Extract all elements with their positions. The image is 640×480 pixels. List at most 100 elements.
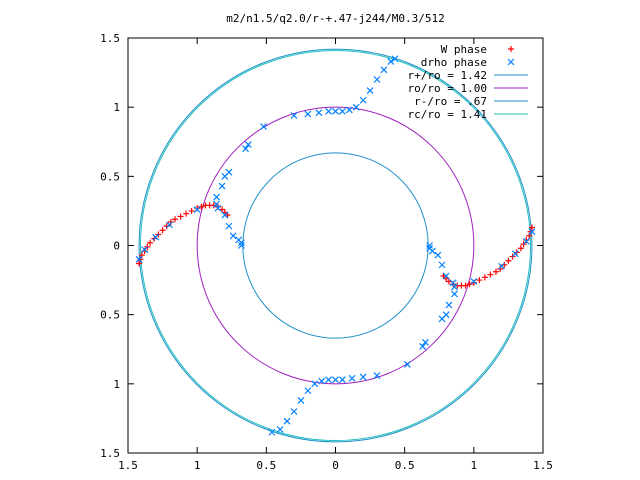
data-point [159,227,166,234]
data-point [492,268,499,275]
data-point [380,66,388,74]
data-point [166,221,173,229]
data-point [172,216,179,223]
series-drho-phase [135,55,536,436]
data-point [147,239,154,246]
x-tick-label: 1.5 [118,459,138,472]
data-point [438,315,446,323]
data-point [311,380,319,388]
data-point [421,338,429,346]
data-point [359,96,367,104]
data-point [214,204,222,212]
data-point [387,58,395,65]
data-point [135,255,143,263]
data-point [276,426,284,433]
data-point [304,110,312,118]
y-tick-label: 0.5 [100,170,120,183]
data-point [229,232,237,240]
x-tick-label: 1 [471,459,478,472]
chart-title: m2/n1.5/q2.0/r-+.47-j244/M0.3/512 [226,12,445,25]
data-point [373,372,381,379]
data-point [242,145,250,153]
x-tick-label: 0.5 [256,459,276,472]
data-point [136,260,143,267]
data-point [426,244,433,252]
data-point [238,239,245,247]
data-point [366,87,374,94]
data-point [183,210,190,217]
data-point [225,222,233,230]
data-point [290,408,298,415]
data-point [517,245,524,252]
legend-marker [508,46,514,52]
data-point [338,376,346,384]
data-point [304,387,312,395]
data-point [481,274,488,281]
data-point [442,272,450,280]
data-point [338,107,346,115]
data-point [332,107,339,115]
legend-label: r+/ro = 1.42 [408,69,487,82]
data-point [487,271,494,278]
x-tick-label: 0.5 [395,459,415,472]
data-point [434,251,442,259]
legend-marker [507,58,515,66]
data-point [522,237,530,245]
data-point [325,376,333,384]
data-point [332,376,339,384]
data-point [348,374,356,382]
data-point [419,343,427,350]
data-point [325,107,333,115]
x-tick-label: 1 [194,459,201,472]
data-point [352,103,360,111]
data-point [177,213,184,220]
data-point [476,277,483,284]
legend-label: r-/ro = .67 [414,95,487,108]
data-point [505,257,512,264]
data-point [221,211,229,219]
data-point [315,109,323,117]
circle-r-ro [242,152,429,339]
legend-label: rc/ro = 1.41 [408,108,487,121]
data-point [213,193,220,201]
axis-ticks: 1.5 1 0.5 0 0.5 1 1.51.510.500.511.5 [100,32,553,472]
data-point [268,428,276,436]
data-point [318,377,326,385]
y-tick-label: 1 [113,101,120,114]
data-point [345,106,353,114]
data-point [451,290,458,298]
data-point [213,200,220,208]
data-point [528,228,536,236]
data-point [438,261,446,269]
data-point [359,373,367,381]
data-point [218,182,226,190]
data-series [135,55,536,436]
data-point [470,278,478,285]
data-point [449,279,457,287]
data-point [391,55,399,63]
circle-r-ro [138,48,533,443]
legend-label: drho phase [421,56,487,69]
data-point [290,112,298,119]
y-tick-label: 0.5 [100,309,120,322]
data-point [193,206,201,213]
data-point [238,242,245,249]
data-point [451,283,458,291]
legend-label: W phase [441,43,487,56]
data-point [260,123,267,130]
data-point [373,76,381,83]
data-point [511,250,519,258]
data-point [152,233,160,241]
data-point [297,397,305,404]
data-point [188,207,195,214]
circle-rc-ro [139,49,532,442]
x-tick-label: 1.5 [533,459,553,472]
x-tick-label: 0 [332,459,339,472]
data-point [426,242,433,249]
data-point [141,246,149,254]
circle-ro-ro [196,106,475,385]
y-tick-label: 1.5 [100,32,120,45]
y-tick-label: 0 [113,240,120,253]
